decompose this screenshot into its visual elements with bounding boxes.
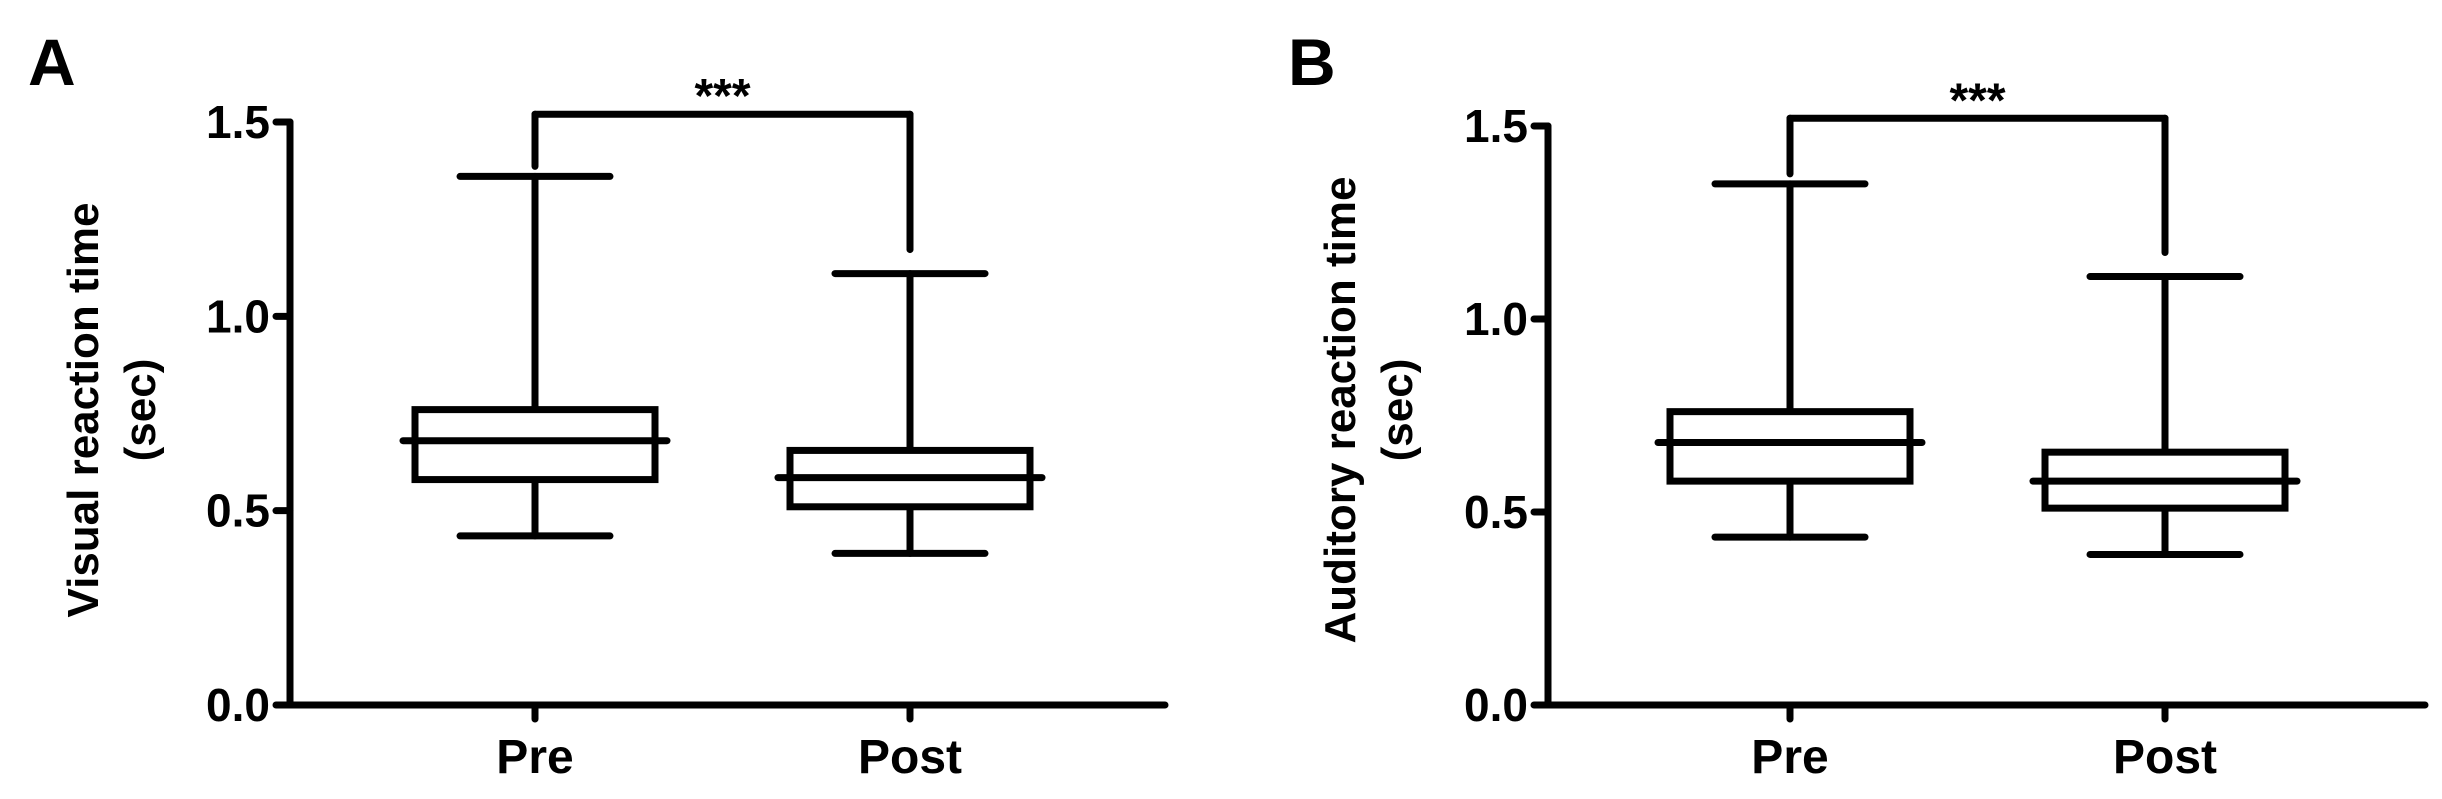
y-axis-label-line-1: Auditory reaction time: [1316, 177, 1365, 644]
panel-b: B Auditory reaction time (sec) 0.0 0.5 1.0…: [1288, 25, 2429, 784]
plot-area: 0.0 0.5 1.0 1.5 Pre Post ***: [206, 70, 1169, 784]
y-tick-label: 0.0: [206, 679, 270, 731]
x-tick-label: Post: [858, 731, 962, 784]
box-pre: [399, 172, 671, 540]
box-post: [774, 270, 1046, 557]
y-tick-label: 0.5: [206, 485, 270, 537]
box-post: [2029, 273, 2301, 558]
y-tick-label: 1.5: [1464, 100, 1528, 152]
y-tick-label: 1.0: [206, 290, 270, 342]
box-iqr: [411, 406, 659, 484]
x-tick-label: Pre: [1751, 731, 1828, 784]
panel-label: A: [28, 25, 76, 99]
x-tick-label: Pre: [496, 731, 573, 784]
y-tick-label: 0.5: [1464, 486, 1528, 538]
significance-label: ***: [694, 70, 750, 123]
box-iqr: [1666, 408, 1914, 485]
y-tick-label: 1.0: [1464, 293, 1528, 345]
panel-a: A Visual reaction time (sec) 0.0 0.5 1.0 1.…: [28, 25, 1169, 784]
y-tick-label: 0.0: [1464, 679, 1528, 731]
significance-label: ***: [1949, 74, 2005, 127]
significance-bracket: [531, 110, 914, 254]
y-axis-label-line-1: Visual reaction time: [59, 203, 108, 618]
significance-bracket: [1786, 114, 2169, 257]
box-pre: [1654, 180, 1926, 541]
x-tick-label: Post: [2113, 731, 2217, 784]
plot-area: 0.0 0.5 1.0 1.5 Pre Post ***: [1464, 74, 2429, 784]
panel-label: B: [1288, 25, 1336, 99]
y-tick-label: 1.5: [206, 96, 270, 148]
y-axis-label-line-2: (sec): [116, 359, 165, 462]
y-axis-label-line-2: (sec): [1373, 359, 1422, 462]
